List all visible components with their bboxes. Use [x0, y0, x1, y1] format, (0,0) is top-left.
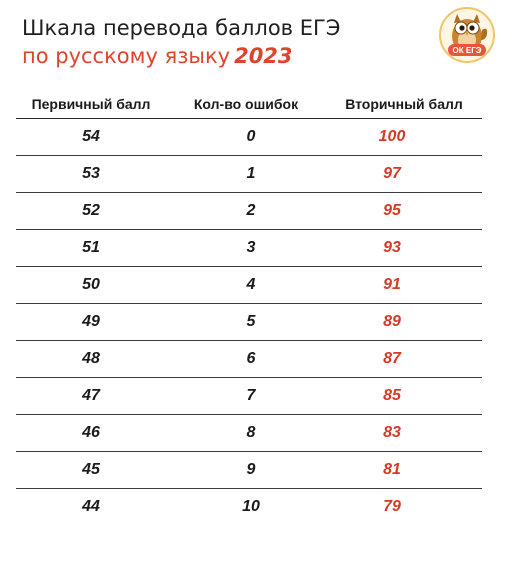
primary-score-cell: 52: [82, 202, 100, 219]
secondary-score-cell: 93: [383, 239, 401, 256]
errors-cell: 6: [246, 350, 256, 367]
secondary-score-cell: 91: [383, 276, 401, 293]
title-line-1: Шкала перевода баллов ЕГЭ: [22, 16, 341, 40]
secondary-score-cell: 81: [383, 461, 401, 478]
table-row: 50 4 91: [16, 267, 482, 304]
errors-cell: 3: [246, 239, 256, 256]
ok-ege-logo: ОК ЕГЭ: [438, 6, 496, 64]
table-row: 54 0 100: [16, 119, 482, 156]
logo-text: ОК ЕГЭ: [453, 46, 482, 55]
primary-score-cell: 48: [82, 350, 100, 367]
owl-icon: ОК ЕГЭ: [439, 7, 495, 63]
primary-score-cell: 49: [82, 313, 100, 330]
errors-cell: 9: [246, 461, 256, 478]
table-row: 45 9 81: [16, 452, 482, 489]
table-row: 49 5 89: [16, 304, 482, 341]
errors-cell: 7: [246, 387, 256, 404]
primary-score-cell: 47: [82, 387, 100, 404]
errors-cell: 2: [246, 202, 256, 219]
table-header: Первичный балл Кол-во ошибок Вторичный б…: [16, 90, 482, 119]
errors-cell: 10: [242, 498, 260, 515]
table-row: 46 8 83: [16, 415, 482, 452]
errors-cell: 8: [246, 424, 256, 441]
table-body: 54 0 100 53 1 97 52 2 95 51 3 93 50 4 91…: [16, 119, 482, 525]
secondary-score-cell: 85: [383, 387, 401, 404]
table-row: 53 1 97: [16, 156, 482, 193]
title-year: 2023: [234, 44, 293, 68]
table-row: 52 2 95: [16, 193, 482, 230]
errors-cell: 4: [246, 276, 256, 293]
secondary-score-cell: 100: [378, 128, 406, 145]
header-secondary-score: Вторичный балл: [345, 96, 463, 112]
title-line-2: по русскому языку 2023: [22, 42, 422, 70]
primary-score-cell: 45: [82, 461, 100, 478]
primary-score-cell: 44: [82, 498, 100, 515]
secondary-score-cell: 95: [383, 202, 401, 219]
errors-cell: 5: [246, 313, 256, 330]
secondary-score-cell: 79: [383, 498, 401, 515]
primary-score-cell: 51: [82, 239, 100, 256]
title-subject: по русскому языку: [22, 44, 231, 68]
secondary-score-cell: 89: [383, 313, 401, 330]
table-row: 44 10 79: [16, 489, 482, 525]
secondary-score-cell: 83: [383, 424, 401, 441]
errors-cell: 1: [246, 165, 256, 182]
primary-score-cell: 54: [82, 128, 100, 145]
primary-score-cell: 50: [82, 276, 100, 293]
header-errors-count: Кол-во ошибок: [193, 96, 299, 112]
primary-score-cell: 53: [82, 165, 100, 182]
table-row: 47 7 85: [16, 378, 482, 415]
table-row: 51 3 93: [16, 230, 482, 267]
primary-score-cell: 46: [82, 424, 100, 441]
score-table: Первичный балл Кол-во ошибок Вторичный б…: [16, 90, 482, 525]
header-primary-score: Первичный балл: [31, 96, 151, 112]
secondary-score-cell: 97: [383, 165, 401, 182]
secondary-score-cell: 87: [383, 350, 401, 367]
page-title: Шкала перевода баллов ЕГЭ по русскому яз…: [22, 14, 422, 70]
table-row: 48 6 87: [16, 341, 482, 378]
errors-cell: 0: [246, 128, 256, 145]
